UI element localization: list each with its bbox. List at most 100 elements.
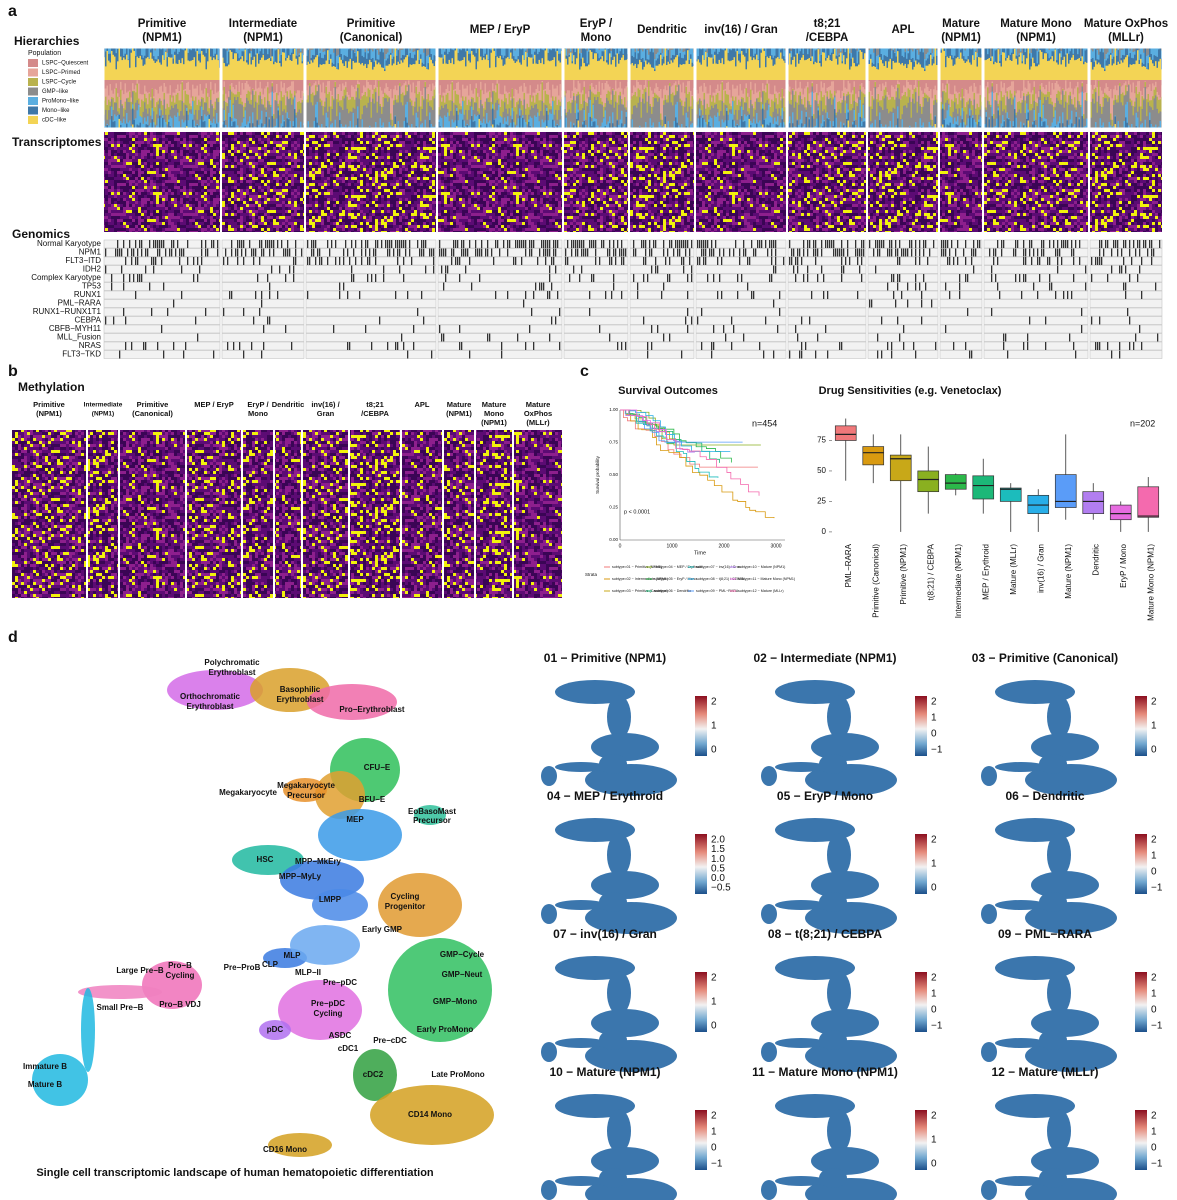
mutation-row [983,299,1089,308]
mutation-tick [151,257,153,265]
mutation-tick [949,257,951,265]
mutation-row [695,239,787,249]
mutation-tick [153,257,155,265]
mutation-tick [339,282,341,291]
mutation-tick [403,342,405,350]
mutation-tick [743,333,745,342]
mutation-tick [403,240,405,248]
mutation-tick [801,316,803,325]
mutation-tick [265,240,267,248]
mutation-tick [841,257,843,265]
mutation-row [305,324,437,334]
mutation-tick [507,240,509,248]
umap-title: 01 − Primitive (NPM1) [544,651,666,665]
mutation-tick [599,325,601,333]
mutation-tick [899,240,901,248]
mutation-tick [1029,248,1031,257]
color-bar-label: 2 [931,973,937,984]
mutation-row [983,290,1089,300]
mutation-row [103,248,221,257]
mutation-tick [387,342,389,350]
cell-cluster [315,771,365,819]
mutation-tick [503,240,505,248]
mutation-tick [343,257,345,265]
mutation-row [787,273,867,283]
methylation-heatmap [476,430,512,598]
mutation-tick [699,257,701,265]
legend-label: subtype=12 − Mature (MLLr) [738,589,784,593]
mutation-tick [715,240,717,248]
mutation-tick [681,350,683,359]
mutation-tick [281,240,283,248]
mutation-tick [551,316,553,325]
mutation-tick [615,257,617,265]
cell-type-label: MPP−MkEry [295,857,342,866]
mutation-tick [799,350,801,359]
mutation-tick [669,333,671,342]
mutation-tick [1023,342,1025,350]
mutation-row [787,341,867,351]
mutation-tick [817,333,819,342]
mutation-tick [389,248,391,257]
mutation-tick [541,240,543,248]
mutation-tick [687,240,689,248]
mutation-tick [771,274,773,282]
mutation-tick [1039,257,1041,265]
mutation-tick [919,257,921,265]
mutation-tick [965,342,967,350]
group-header: EryP / [247,400,269,409]
mutation-tick [665,257,667,265]
mutation-tick [471,282,473,291]
mutation-tick [433,248,435,257]
mutation-tick [201,257,203,265]
cell-type-label: CD14 Mono [408,1110,452,1119]
mutation-tick [355,240,357,248]
color-bar [695,1110,707,1170]
mutation-tick [809,316,811,325]
mutation-row [221,299,305,308]
mutation-tick [433,257,435,265]
mutation-tick [847,248,849,257]
mutation-tick [791,257,793,265]
mutation-row [221,333,305,342]
mutation-tick [257,274,259,282]
mutation-tick [469,240,471,248]
mutation-tick [245,248,247,257]
hierarchy-bars [695,47,787,129]
mutation-tick [829,240,831,248]
mutation-tick [535,282,537,291]
mutation-tick [979,240,981,248]
mutation-tick [199,265,201,274]
mutation-tick [609,333,611,342]
mutation-tick [1099,342,1101,350]
mutation-tick [377,240,379,248]
mutation-tick [689,257,691,265]
mutation-tick [913,342,915,350]
umap-shape [981,680,1117,796]
mutation-tick [1017,240,1019,248]
mutation-row [305,248,437,257]
mutation-tick [857,257,859,265]
expression-heatmap [788,132,866,232]
mutation-row [867,273,939,283]
color-bar-label: 2 [931,1111,937,1122]
mutation-tick [197,333,199,342]
mutation-row [1089,350,1163,359]
mutation-tick [833,240,835,248]
mutation-tick [919,240,921,248]
mutation-tick [423,240,425,248]
mutation-tick [855,248,857,257]
mutation-tick [351,240,353,248]
group-header: /CEBPA [806,32,849,44]
mutation-tick [495,291,497,299]
legend-swatch [28,59,38,67]
cell-type-label: Immature B [23,1062,67,1071]
mutation-tick [1021,291,1023,299]
mutation-tick [271,265,273,274]
mutation-tick [549,274,551,282]
mutation-tick [809,240,811,248]
mutation-row [1089,273,1163,283]
mutation-tick [697,240,699,248]
mutation-tick [285,248,287,257]
mutation-tick [547,248,549,257]
